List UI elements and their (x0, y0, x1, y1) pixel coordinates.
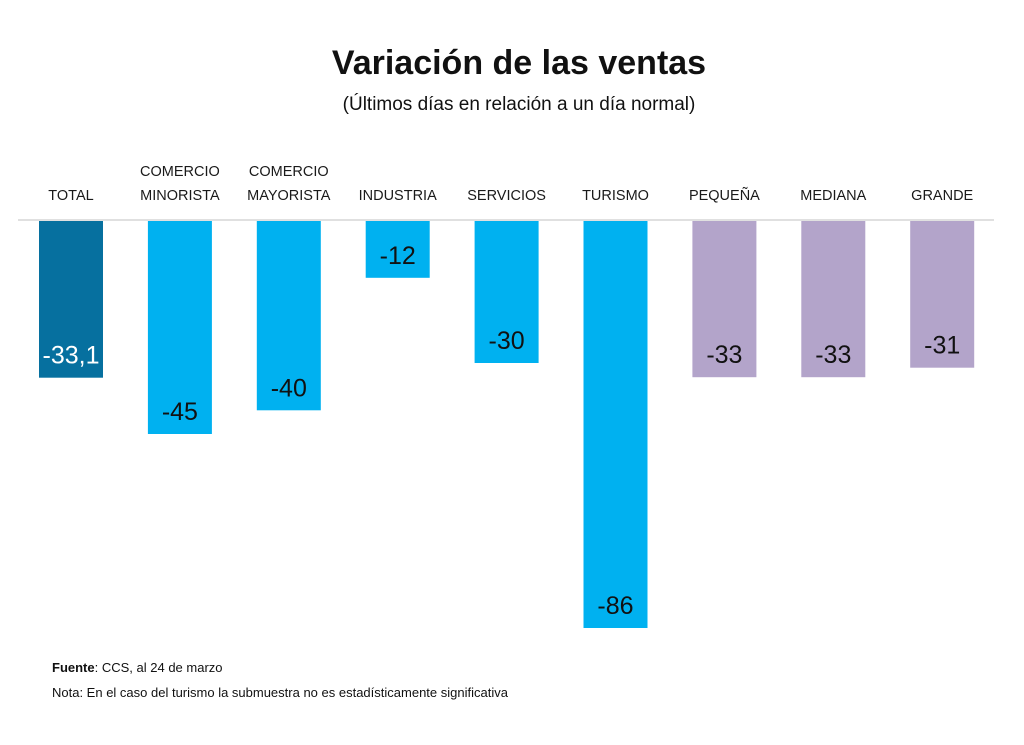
category-label-3-0: INDUSTRIA (359, 188, 437, 204)
bar-4 (474, 221, 539, 363)
value-label-0: -33,1 (43, 342, 100, 370)
bar-1 (147, 221, 212, 434)
bar-2 (256, 221, 321, 411)
value-label-3: -12 (380, 242, 416, 270)
category-label-1-0: COMERCIO (140, 164, 220, 180)
bar-8 (910, 221, 975, 368)
bar-0 (39, 221, 103, 378)
footer-note: Nota: En el caso del turismo la submuest… (52, 685, 509, 700)
footer-source-label: Fuente (52, 660, 95, 675)
chart-subtitle: (Últimos días en relación a un día norma… (343, 93, 696, 115)
footer-source: Fuente: CCS, al 24 de marzo (52, 660, 223, 675)
value-label-8: -31 (924, 332, 960, 360)
value-label-5: -86 (597, 592, 633, 620)
value-label-6: -33 (706, 341, 742, 369)
footer-source-text: : CCS, al 24 de marzo (95, 660, 223, 675)
value-labels: -33,1 -45 -40 -12 -30 -86 -33 -33 -31 (43, 242, 961, 620)
category-label-7-0: MEDIANA (800, 188, 866, 204)
value-label-7: -33 (815, 341, 851, 369)
value-label-2: -40 (271, 374, 307, 402)
category-label-0-0: TOTAL (48, 188, 93, 204)
category-label-8-0: GRANDE (911, 188, 973, 204)
bars-group (39, 221, 975, 628)
category-label-4-0: SERVICIOS (467, 188, 546, 204)
bar-6 (692, 221, 757, 378)
category-label-6-0: PEQUEÑA (689, 187, 760, 204)
category-label-2-1: MAYORISTA (247, 188, 331, 204)
bar-7 (801, 221, 866, 378)
category-label-2-0: COMERCIO (249, 164, 329, 180)
category-labels: TOTAL COMERCIO MINORISTA COMERCIO MAYORISTA I… (48, 164, 973, 204)
value-label-1: -45 (162, 398, 198, 426)
bar-3 (365, 221, 430, 278)
value-label-4: -30 (489, 327, 525, 355)
category-label-5-0: TURISMO (582, 188, 649, 204)
bar-5 (583, 221, 648, 628)
category-label-1-1: MINORISTA (140, 188, 220, 204)
chart-title: Variación de las ventas (332, 44, 706, 82)
